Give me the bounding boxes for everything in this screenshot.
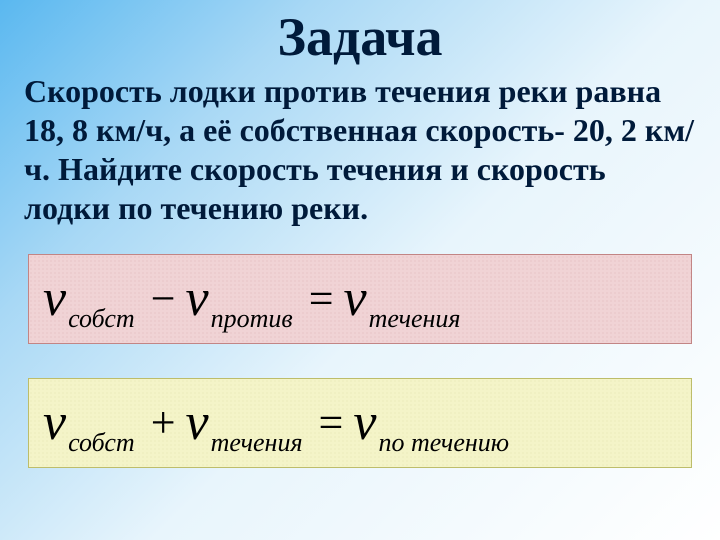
slide: Задача Скорость лодки против течения рек… bbox=[0, 0, 720, 540]
formula-var: v bbox=[186, 269, 209, 328]
formula-2: v собст + v течения = v по течению bbox=[43, 393, 515, 452]
formula-var: v bbox=[344, 269, 367, 328]
formula-box-1: v собст − v против = v течения bbox=[28, 254, 692, 344]
formula-subscript: течения bbox=[369, 304, 461, 334]
formula-subscript: собст bbox=[68, 304, 135, 334]
formula-var: v bbox=[43, 269, 66, 328]
formula-subscript: по течению bbox=[378, 428, 509, 458]
formula-subscript: против bbox=[211, 304, 293, 334]
problem-statement: Скорость лодки против течения реки равна… bbox=[24, 72, 696, 228]
minus-operator: − bbox=[151, 273, 176, 324]
formula-var: v bbox=[353, 393, 376, 452]
slide-title: Задача bbox=[18, 6, 702, 68]
formula-subscript: течения bbox=[211, 428, 303, 458]
formula-var: v bbox=[43, 393, 66, 452]
formula-var: v bbox=[186, 393, 209, 452]
formula-box-2: v собст + v течения = v по течению bbox=[28, 378, 692, 468]
formula-subscript: собст bbox=[68, 428, 135, 458]
formula-1: v собст − v против = v течения bbox=[43, 269, 467, 328]
plus-operator: + bbox=[151, 397, 176, 448]
equals-operator: = bbox=[319, 397, 344, 448]
equals-operator: = bbox=[309, 273, 334, 324]
